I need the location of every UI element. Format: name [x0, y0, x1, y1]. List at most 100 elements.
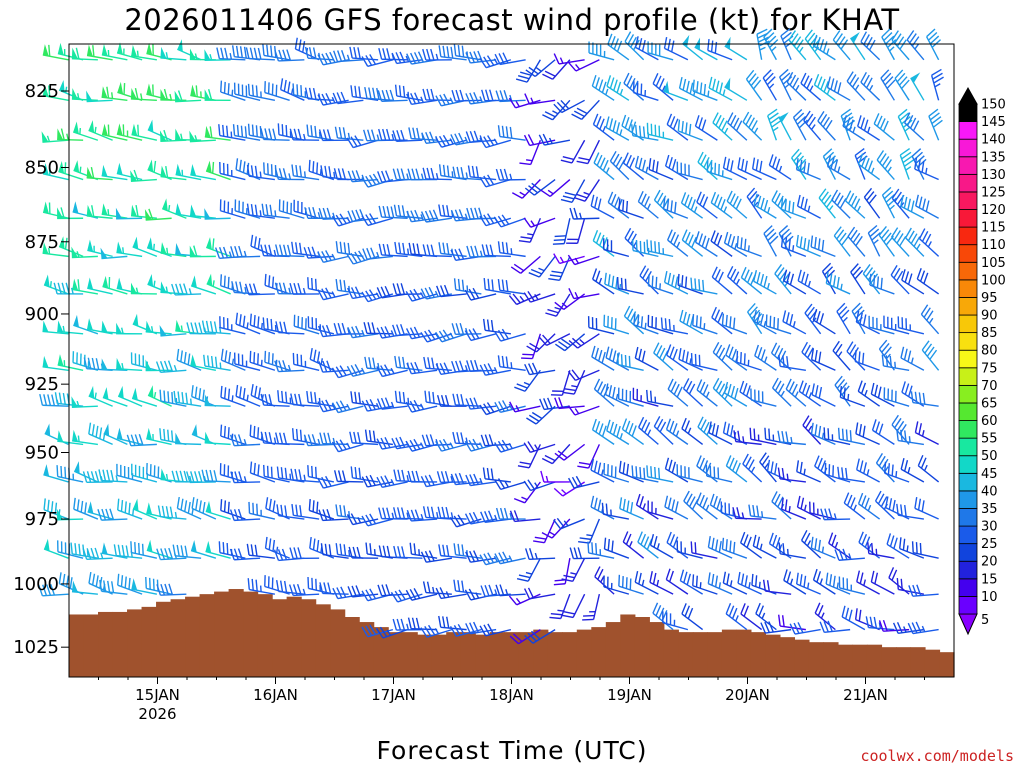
- barb-feather: [278, 49, 284, 61]
- barb-feather: [298, 242, 302, 255]
- barb-pennant: [102, 123, 108, 136]
- barb-feather: [233, 509, 239, 521]
- wind-barb: [523, 587, 556, 600]
- barb-feather: [304, 87, 309, 99]
- barb-feather: [497, 278, 501, 291]
- barb-feather: [540, 470, 545, 483]
- barb-staff: [665, 578, 689, 595]
- barb-feather: [571, 476, 579, 488]
- barb-staff: [573, 369, 586, 395]
- barb-feather: [900, 458, 905, 470]
- barb-feather: [744, 160, 748, 173]
- barb-staff: [914, 507, 939, 520]
- barb-feather: [394, 241, 398, 254]
- barb-staff: [725, 354, 748, 371]
- barb-feather: [553, 53, 560, 65]
- barb-feather: [220, 348, 224, 361]
- wind-barb: [482, 318, 511, 335]
- barb-pennant: [189, 48, 196, 60]
- barb-feather: [372, 430, 376, 443]
- barb-feather: [220, 274, 223, 286]
- barb-feather: [700, 154, 707, 166]
- barb-staff: [876, 159, 895, 180]
- barb-feather: [819, 313, 825, 325]
- wind-barb: [900, 194, 925, 219]
- wind-barb: [481, 89, 511, 102]
- barb-staff: [763, 233, 777, 257]
- barb-half-feather: [357, 516, 362, 524]
- barb-feather: [914, 391, 918, 404]
- barb-half-feather: [705, 391, 710, 398]
- barb-staff: [101, 518, 128, 521]
- barb-feather: [549, 274, 562, 278]
- barb-feather: [714, 269, 721, 280]
- wind-barb: [130, 87, 157, 102]
- wind-barb: [438, 45, 467, 61]
- barb-feather: [479, 176, 487, 188]
- barb-pennant: [147, 159, 154, 172]
- barb-feather: [347, 170, 353, 182]
- barb-pennant: [101, 203, 108, 216]
- terrain-bar: [504, 632, 520, 677]
- barb-feather: [618, 460, 622, 473]
- barb-staff: [382, 628, 408, 639]
- barb-feather: [372, 357, 376, 369]
- barb-feather: [365, 625, 373, 636]
- barb-feather: [740, 352, 742, 364]
- barb-feather: [247, 578, 250, 590]
- wind-barb: [86, 318, 113, 335]
- barb-feather: [727, 112, 734, 124]
- barb-feather: [921, 340, 930, 351]
- barb-feather: [823, 194, 832, 205]
- barb-half-feather: [866, 469, 870, 476]
- barb-feather: [666, 344, 672, 356]
- wind-barb: [812, 568, 836, 595]
- wind-barb: [751, 573, 777, 595]
- wind-barb: [677, 119, 703, 141]
- barb-feather: [681, 417, 687, 429]
- barb-staff: [824, 518, 851, 521]
- barb-feather: [309, 536, 312, 549]
- barb-feather: [347, 326, 354, 338]
- barb-feather: [465, 474, 472, 486]
- barb-feather: [411, 617, 416, 630]
- barb-feather: [607, 539, 610, 551]
- barb-feather: [442, 616, 446, 628]
- barb-feather: [737, 571, 741, 584]
- barb-feather: [861, 495, 867, 507]
- barb-half-feather: [332, 212, 336, 219]
- barb-feather: [336, 92, 343, 104]
- barb-feather: [284, 391, 288, 404]
- wind-barb: [116, 162, 143, 181]
- barb-feather: [840, 108, 851, 117]
- barb-feather: [297, 282, 302, 295]
- barb-feather: [446, 616, 450, 629]
- wind-barb: [837, 427, 866, 446]
- wind-barb: [422, 48, 452, 61]
- barb-feather: [457, 623, 465, 635]
- barb-half-feather: [493, 367, 498, 374]
- barb-feather: [407, 617, 412, 629]
- barb-half-feather: [76, 400, 80, 408]
- barb-staff: [71, 255, 98, 259]
- barb-feather: [346, 365, 354, 377]
- barb-feather: [901, 151, 912, 160]
- barb-feather: [505, 126, 509, 138]
- barb-feather: [679, 569, 685, 581]
- barb-feather: [674, 501, 679, 513]
- barb-feather: [599, 383, 607, 395]
- barb-staff: [234, 481, 261, 484]
- barb-half-feather: [165, 52, 169, 59]
- barb-feather: [729, 268, 737, 280]
- barb-feather: [487, 278, 490, 291]
- wind-barb: [662, 611, 689, 631]
- barb-feather: [341, 322, 347, 335]
- barb-feather: [350, 513, 358, 524]
- barb-half-feather: [479, 477, 483, 485]
- barb-staff: [858, 503, 881, 520]
- barb-staff: [618, 585, 644, 595]
- barb-feather: [685, 122, 688, 134]
- barb-feather: [857, 153, 864, 165]
- barb-feather: [914, 421, 919, 433]
- barb-feather: [277, 123, 280, 135]
